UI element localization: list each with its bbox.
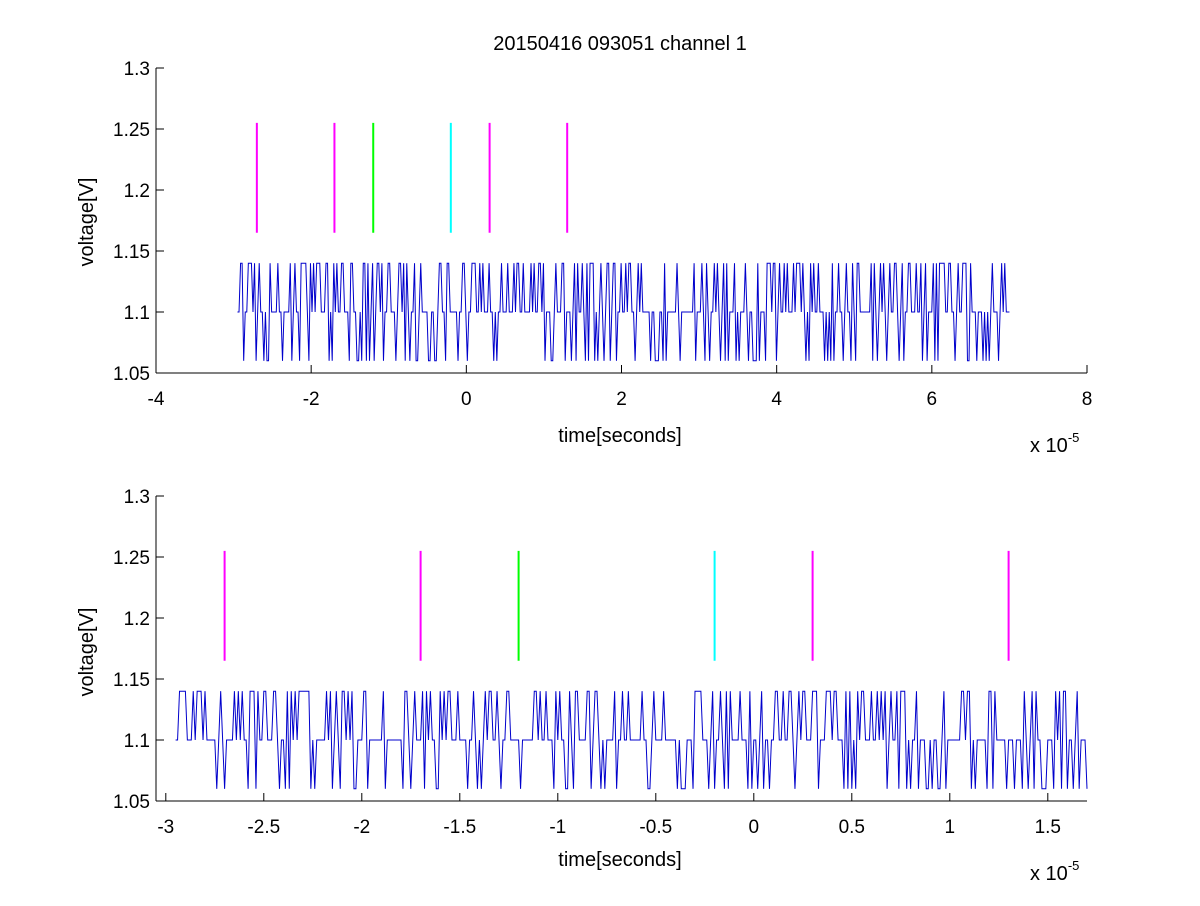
bottom-x-multiplier: x 10-5: [1030, 858, 1079, 885]
top-x-multiplier: x 10-5: [1030, 430, 1079, 457]
bottom-x-multiplier-exponent: -5: [1068, 858, 1080, 873]
x-tick-label: 0: [749, 817, 760, 838]
x-tick-label: 0.5: [839, 817, 865, 838]
y-tick-label: 1.15: [113, 242, 150, 263]
y-tick-label: 1.3: [124, 59, 150, 80]
top-x-multiplier-base: x 10: [1030, 435, 1068, 457]
x-tick-label: -3: [157, 817, 174, 838]
x-tick-label: -1: [549, 817, 566, 838]
y-tick-label: 1.25: [113, 548, 150, 569]
signal-trace: [175, 690, 1088, 790]
x-tick-label: 6: [927, 389, 938, 410]
top-x-axis-label: time[seconds]: [558, 425, 681, 447]
chart-title: 20150416 093051 channel 1: [493, 33, 747, 55]
y-tick-label: 1.05: [113, 364, 150, 385]
x-tick-label: 1.5: [1035, 817, 1061, 838]
x-tick-label: 0: [461, 389, 472, 410]
y-tick-label: 1.25: [113, 120, 150, 141]
x-tick-label: 8: [1082, 389, 1093, 410]
y-tick-label: 1.05: [113, 792, 150, 813]
bottom-signal-layer: [175, 690, 1088, 790]
bottom-subplot: -3 -2.5 -2 -1.5 -1 -0.5 0 0.5 1 1.5 1.05 1.1 1.15 1.2…: [76, 487, 1088, 885]
y-tick-label: 1.15: [113, 670, 150, 691]
y-tick-label: 1.2: [124, 609, 150, 630]
bottom-x-axis-label: time[seconds]: [558, 849, 681, 871]
signal-trace: [237, 262, 1010, 362]
bottom-tick-group: -3 -2.5 -2 -1.5 -1 -0.5 0 0.5 1 1.5 1.05 1.1 1.15 1.2…: [113, 487, 1061, 838]
bottom-marker-layer: [223, 550, 1010, 661]
bottom-axes-frame: [155, 496, 1087, 802]
x-tick-label: -1.5: [443, 817, 476, 838]
x-tick-label: 1: [945, 817, 956, 838]
y-tick-label: 1.1: [124, 303, 150, 324]
top-signal-layer: [237, 262, 1010, 362]
top-subplot: 20150416 093051 channel 1 -4 -2 0 2 4 6 8 1.05 1…: [76, 33, 1092, 457]
x-tick-label: -2.5: [247, 817, 280, 838]
top-y-axis-label: voltage[V]: [76, 178, 98, 267]
y-tick-label: 1.2: [124, 181, 150, 202]
bottom-x-multiplier-base: x 10: [1030, 863, 1068, 885]
top-tick-group: -4 -2 0 2 4 6 8 1.05 1.1 1.15 1.2 1.25 1.3: [113, 59, 1092, 410]
top-x-multiplier-exponent: -5: [1068, 430, 1080, 445]
x-tick-label: 2: [616, 389, 627, 410]
x-tick-label: -0.5: [639, 817, 672, 838]
top-axes-frame: [155, 68, 1087, 374]
bottom-y-axis-label: voltage[V]: [76, 608, 98, 697]
y-tick-label: 1.3: [124, 487, 150, 508]
x-tick-label: -2: [303, 389, 320, 410]
x-tick-label: -2: [353, 817, 370, 838]
x-tick-label: -4: [148, 389, 165, 410]
x-tick-label: 4: [771, 389, 782, 410]
y-tick-label: 1.1: [124, 731, 150, 752]
top-marker-layer: [255, 122, 569, 233]
